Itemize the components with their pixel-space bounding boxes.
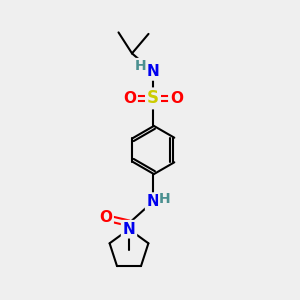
Text: O: O — [170, 91, 183, 106]
Text: N: N — [123, 222, 135, 237]
Text: S: S — [147, 89, 159, 107]
Text: O: O — [99, 210, 112, 225]
Text: N: N — [147, 64, 159, 79]
Text: H: H — [135, 59, 146, 73]
Text: H: H — [159, 192, 171, 206]
Text: N: N — [147, 194, 159, 209]
Text: O: O — [123, 91, 136, 106]
